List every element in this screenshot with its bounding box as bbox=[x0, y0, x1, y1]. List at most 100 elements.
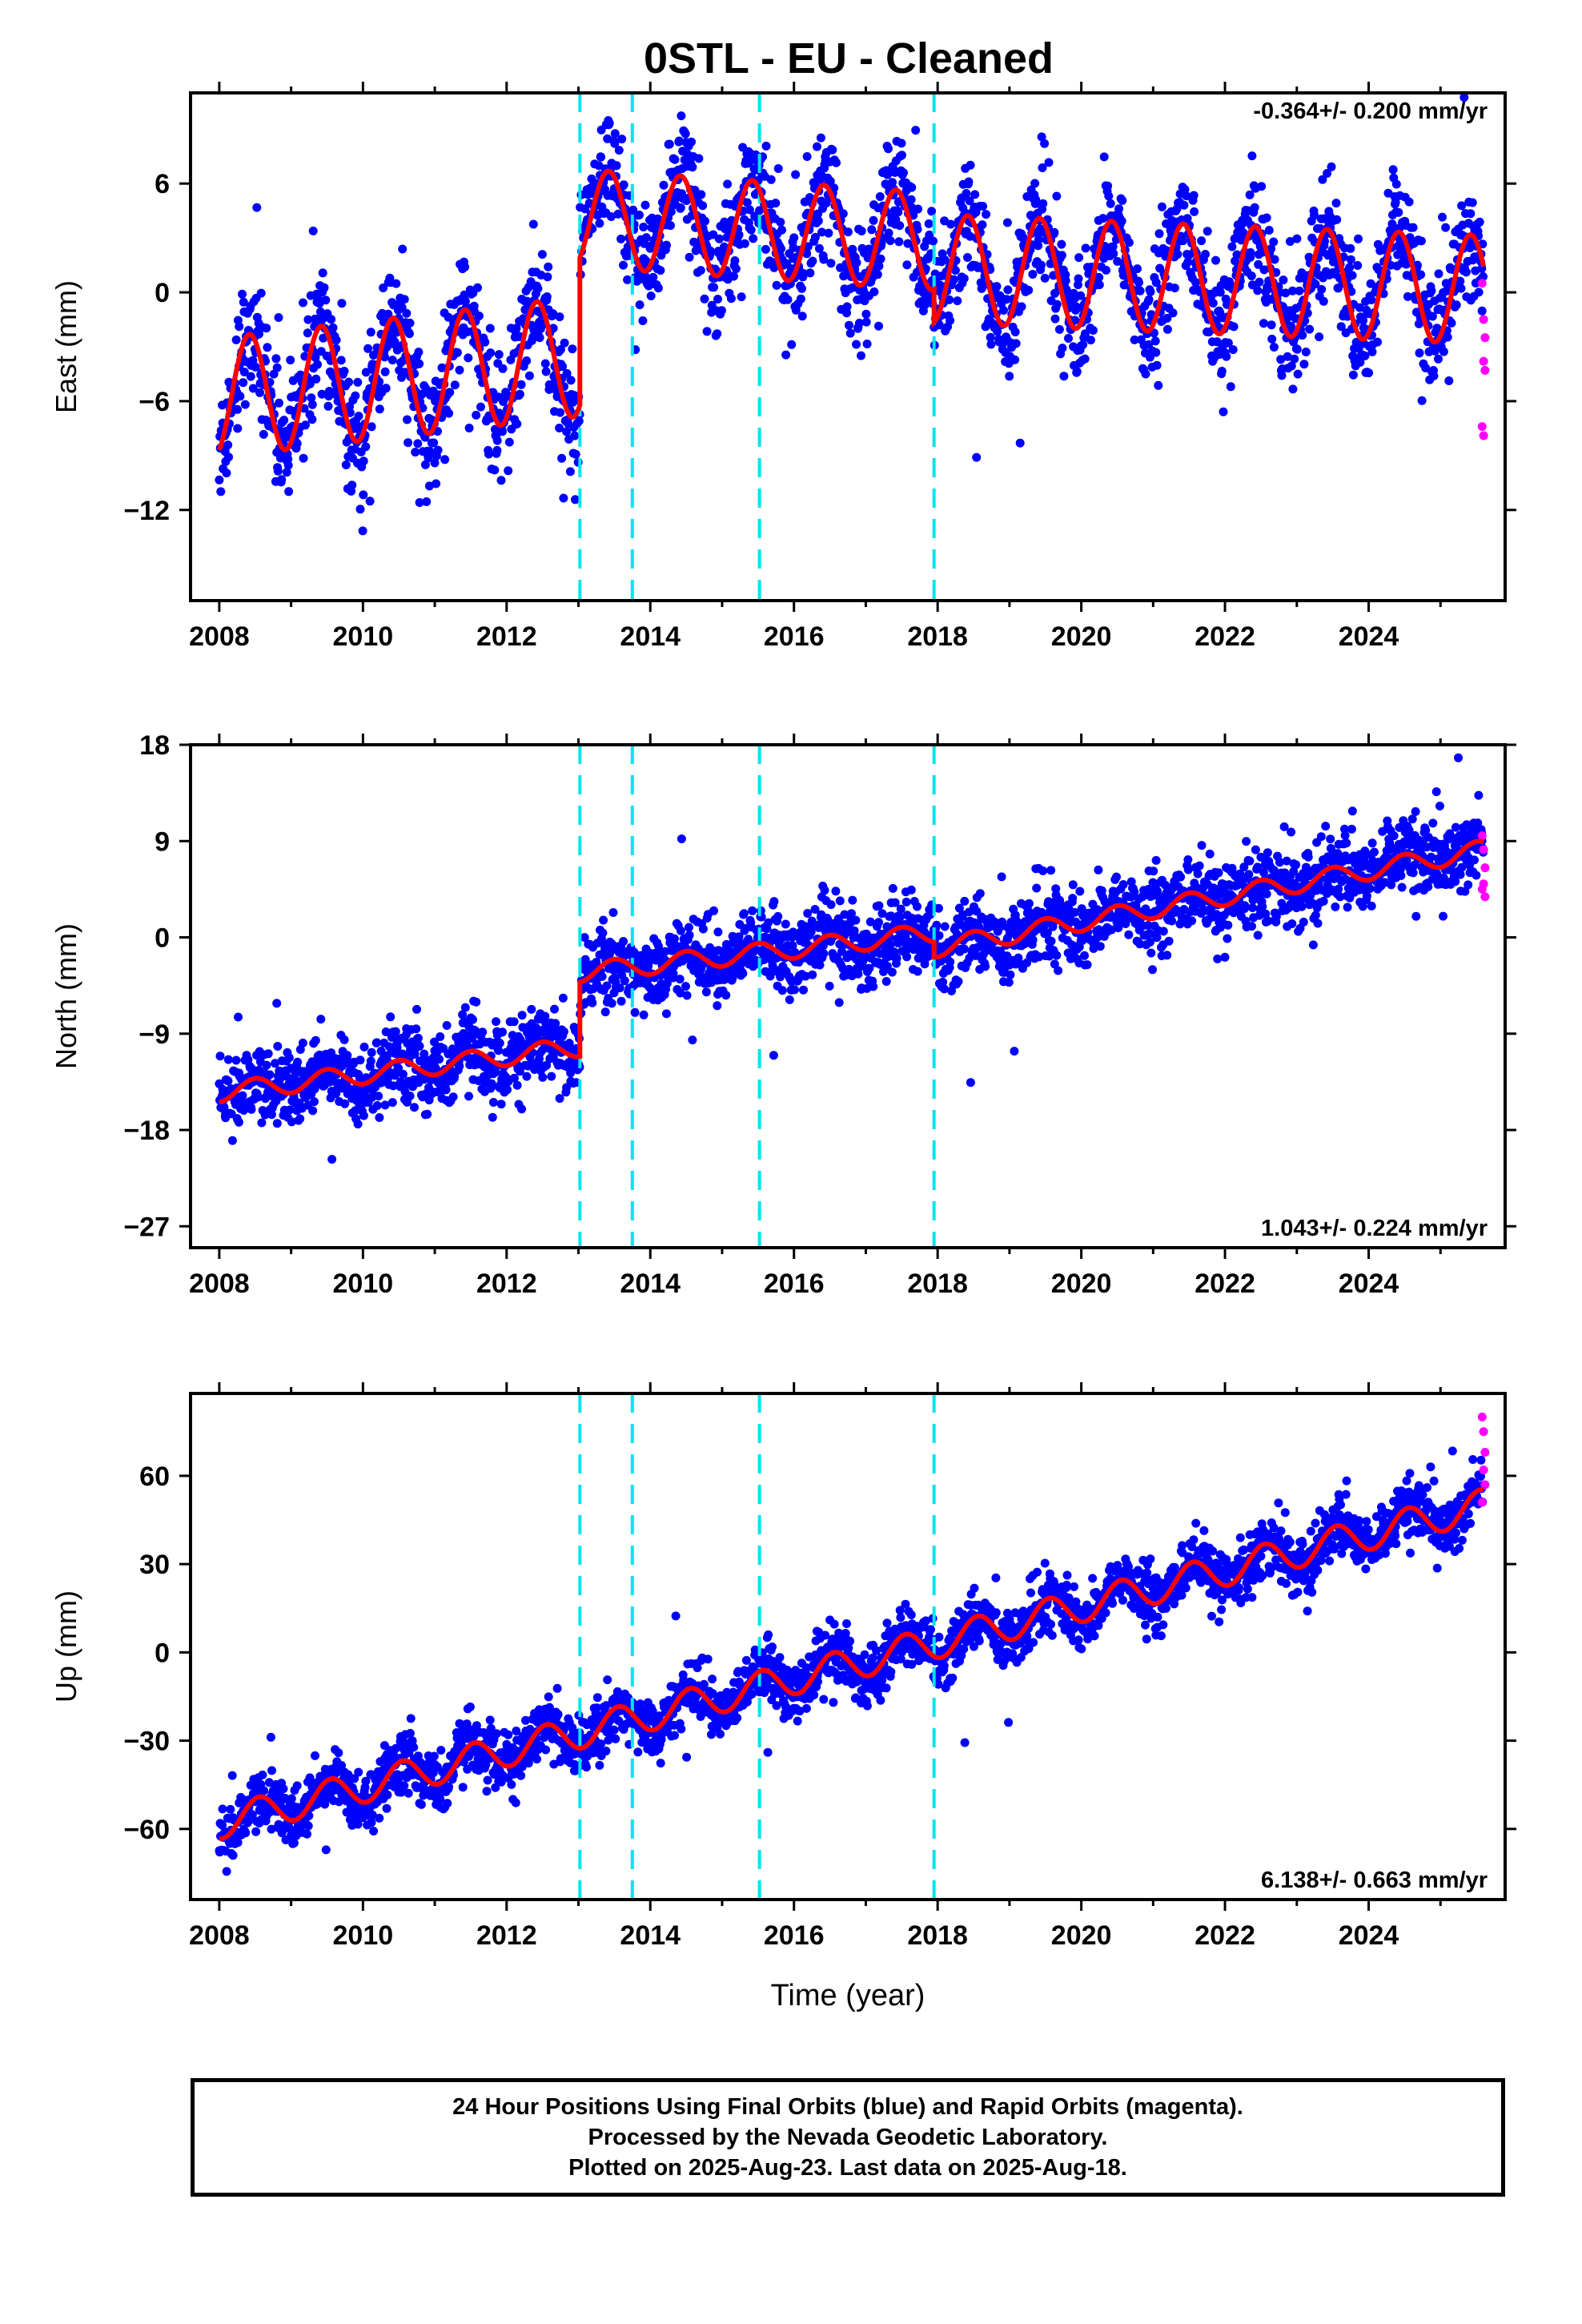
data-point bbox=[803, 909, 813, 918]
data-point bbox=[1427, 286, 1436, 296]
data-point bbox=[1038, 199, 1048, 208]
data-point bbox=[682, 991, 692, 1000]
data-point bbox=[1247, 271, 1256, 280]
data-point bbox=[805, 268, 815, 278]
data-point bbox=[372, 1101, 382, 1110]
data-point bbox=[857, 227, 866, 235]
data-point bbox=[1432, 324, 1442, 333]
data-point bbox=[528, 219, 538, 229]
data-point bbox=[934, 903, 943, 913]
data-point bbox=[347, 480, 357, 490]
data-point bbox=[299, 453, 308, 463]
data-point bbox=[1299, 360, 1309, 369]
data-point bbox=[551, 1019, 560, 1028]
data-point bbox=[495, 408, 504, 418]
data-point bbox=[705, 246, 715, 255]
data-point bbox=[365, 497, 375, 506]
data-point bbox=[307, 393, 316, 403]
data-point bbox=[580, 933, 589, 943]
data-point bbox=[429, 438, 439, 448]
x-tick-label: 2018 bbox=[907, 621, 968, 652]
data-point bbox=[336, 356, 346, 365]
data-point bbox=[1281, 288, 1291, 298]
data-point bbox=[562, 427, 572, 436]
data-point bbox=[681, 982, 690, 991]
data-point bbox=[787, 340, 797, 349]
data-point bbox=[1387, 219, 1397, 229]
data-point bbox=[681, 129, 690, 139]
data-point bbox=[1146, 937, 1154, 947]
data-point bbox=[614, 146, 624, 155]
data-point bbox=[797, 312, 807, 321]
data-point bbox=[906, 885, 916, 895]
data-point bbox=[1364, 368, 1374, 378]
data-point bbox=[1321, 822, 1331, 831]
data-point bbox=[713, 329, 722, 339]
data-point bbox=[807, 923, 817, 932]
data-point bbox=[619, 937, 628, 946]
data-point bbox=[222, 468, 231, 478]
data-point bbox=[845, 328, 855, 338]
y-axis-label: East (mm) bbox=[50, 280, 82, 413]
data-point bbox=[1240, 901, 1250, 911]
data-point bbox=[540, 1011, 550, 1021]
data-point bbox=[884, 228, 893, 238]
data-point bbox=[821, 199, 831, 208]
data-point bbox=[1263, 848, 1272, 858]
data-point bbox=[1434, 269, 1443, 279]
data-point bbox=[532, 1030, 542, 1039]
data-point bbox=[318, 268, 327, 278]
data-point bbox=[1317, 284, 1327, 294]
data-point bbox=[1164, 936, 1174, 946]
data-point bbox=[1030, 179, 1040, 188]
data-point bbox=[480, 337, 490, 347]
data-point bbox=[1290, 354, 1299, 364]
data-point bbox=[702, 327, 712, 336]
data-point bbox=[1255, 277, 1264, 287]
data-point bbox=[616, 234, 626, 243]
data-point bbox=[1345, 263, 1355, 272]
data-point bbox=[1358, 902, 1367, 911]
data-point bbox=[1412, 260, 1422, 270]
data-point bbox=[1227, 863, 1237, 873]
data-point bbox=[239, 297, 248, 307]
data-point bbox=[892, 954, 901, 963]
data-point bbox=[275, 398, 283, 408]
data-point bbox=[1124, 930, 1134, 939]
data-point bbox=[464, 1092, 473, 1101]
data-point bbox=[1010, 328, 1020, 336]
data-point bbox=[616, 996, 626, 1006]
data-point bbox=[875, 192, 885, 201]
data-point bbox=[789, 233, 799, 243]
data-point bbox=[285, 1105, 295, 1115]
data-point bbox=[640, 200, 650, 210]
data-point bbox=[620, 976, 629, 986]
y-tick-label: −12 bbox=[123, 496, 170, 526]
data-point bbox=[978, 220, 987, 230]
data-point bbox=[698, 201, 708, 211]
data-point bbox=[876, 254, 885, 263]
data-point bbox=[826, 259, 836, 268]
data-point bbox=[769, 897, 779, 907]
data-point bbox=[246, 372, 255, 381]
data-point bbox=[1275, 858, 1284, 867]
data-point bbox=[571, 495, 580, 505]
data-point bbox=[524, 371, 534, 380]
data-point bbox=[359, 1042, 369, 1051]
data-point bbox=[1151, 278, 1161, 287]
data-point bbox=[596, 152, 606, 162]
data-point bbox=[1106, 199, 1115, 208]
data-point bbox=[997, 872, 1006, 882]
data-point bbox=[869, 982, 878, 991]
data-point bbox=[1416, 236, 1426, 246]
data-point bbox=[1415, 348, 1424, 358]
data-point bbox=[1114, 923, 1123, 933]
data-point bbox=[1258, 902, 1267, 911]
data-point bbox=[1262, 213, 1271, 223]
data-point bbox=[907, 183, 917, 192]
data-point bbox=[595, 219, 604, 228]
data-point bbox=[808, 256, 817, 266]
data-point bbox=[681, 70, 689, 78]
data-point bbox=[676, 988, 685, 998]
data-point bbox=[1044, 158, 1054, 167]
